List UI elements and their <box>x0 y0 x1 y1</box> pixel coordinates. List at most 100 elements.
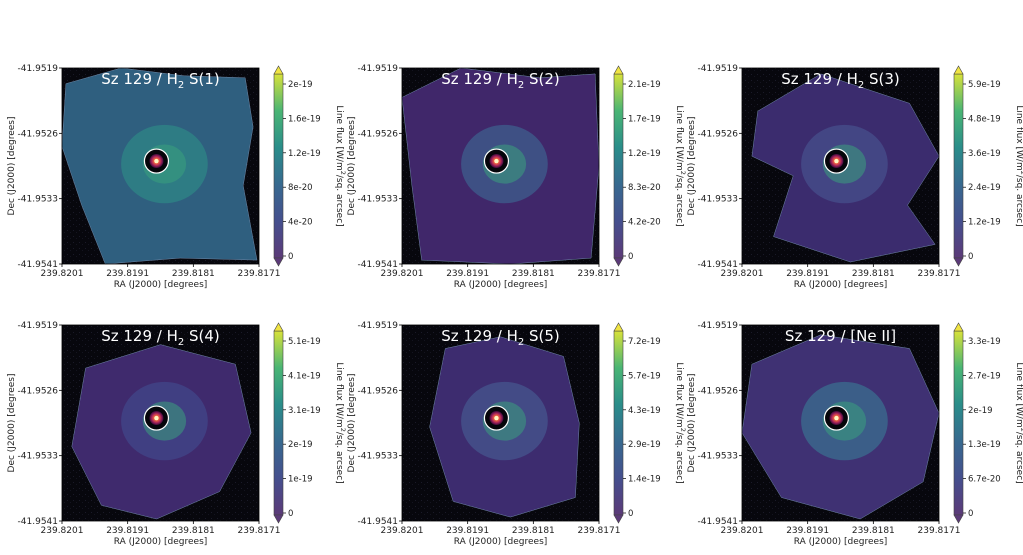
panel-s3: Sz 129 / H2 S(3)-41.9519-41.9526-41.9533… <box>687 64 1023 290</box>
y-tick-label: -41.9526 <box>18 386 59 396</box>
x-tick-label: 239.8201 <box>721 269 764 279</box>
x-tick-label: 239.8171 <box>918 526 961 536</box>
colorbar-tick-label: 2.4e-19 <box>968 183 1001 193</box>
panel-s2: Sz 129 / H2 S(2)-41.9519-41.9526-41.9533… <box>347 64 687 290</box>
panel-ne: Sz 129 / [Ne II] -41.9519 -41.9526 -41.9533… <box>687 321 1023 547</box>
colorbar-min-arrow <box>953 257 964 267</box>
panel-title: Sz 129 / H2 S(4) <box>101 327 220 348</box>
title-text: Sz 129 / H <box>781 70 858 88</box>
title-subscript: 2 <box>858 80 864 91</box>
x-tick-label: 239.8181 <box>172 526 215 536</box>
colorbar-tick-label: 5.1e-19 <box>288 337 321 347</box>
colorbar-label-text: Line flux [W/m <box>1014 362 1023 427</box>
colorbar-tick-label: 3.6e-19 <box>968 149 1001 159</box>
title-text: Sz 129 / H <box>441 70 518 88</box>
x-tick-label: 239.8191 <box>786 526 829 536</box>
panel-s5: Sz 129 / H2 S(5)-41.9519-41.9526-41.9533… <box>347 321 687 547</box>
colorbar-min-arrow <box>273 514 284 524</box>
colorbar-tick-label: 0 <box>968 509 973 519</box>
colorbar-tick-label: 4.2e-20 <box>628 218 661 228</box>
title-text: S(2) <box>524 70 560 88</box>
colorbar-label-text: /sq. arcsec] <box>334 432 344 484</box>
x-tick-label: 239.8181 <box>852 269 895 279</box>
colorbar-label-text: /sq. arcsec] <box>334 175 344 227</box>
colorbar-tick-label: 1.7e-19 <box>628 114 661 124</box>
x-axis-label: RA (J2000) [degrees] <box>114 537 208 547</box>
x-tick-label: 239.8171 <box>238 526 281 536</box>
colorbar-tick-label: 2.1e-19 <box>628 80 661 90</box>
colorbar-label: Line flux [W/m2/sq. arcsec] <box>674 362 687 483</box>
colorbar-tick-label: 8e-20 <box>288 183 313 193</box>
source-core <box>154 415 159 421</box>
colorbar-tick-label: 1.4e-19 <box>628 475 661 485</box>
colorbar-label: Line flux [W/m2/sq. arcsec] <box>334 105 347 226</box>
colorbar-max-arrow <box>613 65 624 75</box>
title-subscript: 2 <box>518 80 524 91</box>
y-tick-label: -41.9519 <box>698 64 739 74</box>
colorbar-tick-label: 1.2e-19 <box>628 149 661 159</box>
x-tick-label: 239.8181 <box>852 526 895 536</box>
colorbar-max-arrow <box>953 65 964 75</box>
colorbar-tick-label: 2.9e-19 <box>628 440 661 450</box>
colorbar-label-text: Line flux [W/m <box>334 362 344 427</box>
colorbar-label: Line flux [W/m2/sq. arcsec] <box>674 105 687 226</box>
colorbar-tick-label: 0 <box>288 252 293 262</box>
title-text: Sz 129 / H <box>101 327 178 345</box>
colorbar-min-arrow <box>613 514 624 524</box>
y-tick-label: -41.9541 <box>698 517 738 527</box>
x-tick-label: 239.8191 <box>786 269 829 279</box>
colorbar-max-arrow <box>953 322 964 332</box>
colorbar-label-superscript: 2 <box>679 428 687 432</box>
x-tick-label: 239.8201 <box>381 526 424 536</box>
title-text: Sz 129 / H <box>441 327 518 345</box>
x-tick-label: 239.8201 <box>721 526 764 536</box>
colorbar-label-superscript: 2 <box>1019 171 1023 175</box>
y-tick-label: -41.9541 <box>358 517 398 527</box>
x-tick-label: 239.8191 <box>446 526 489 536</box>
y-tick-label: -41.9526 <box>358 386 399 396</box>
colorbar-tick-label: 1.6e-19 <box>288 114 321 124</box>
colorbar-tick-label: 2.7e-19 <box>968 371 1001 381</box>
colorbar-tick-label: 1.2e-19 <box>968 218 1001 228</box>
colorbar-tick-label: 0 <box>628 252 633 262</box>
colorbar-label-superscript: 2 <box>339 428 347 432</box>
colorbar <box>613 330 624 516</box>
colorbar-tick-label: 4.1e-19 <box>288 371 321 381</box>
colorbar <box>953 330 964 516</box>
x-tick-label: 239.8171 <box>578 269 621 279</box>
colorbar-tick-label: 6.7e-20 <box>968 475 1001 485</box>
colorbar-max-arrow <box>273 65 284 75</box>
source-core <box>154 158 159 164</box>
colorbar-tick-label: 1.3e-19 <box>968 440 1001 450</box>
colorbar-tick-label: 1e-19 <box>288 475 313 485</box>
axes-frame <box>741 324 940 522</box>
axes-frame <box>741 67 940 265</box>
x-tick-label: 239.8181 <box>172 269 215 279</box>
x-axis-label: RA (J2000) [degrees] <box>794 280 888 290</box>
y-tick-label: -41.9533 <box>358 195 398 205</box>
source-core <box>494 415 499 421</box>
x-tick-label: 239.8191 <box>106 269 149 279</box>
colorbar-tick-label: 2e-19 <box>968 406 993 416</box>
panel-title: Sz 129 / H2 S(2) <box>441 70 560 91</box>
title-text: S(1) <box>184 70 220 88</box>
source-core <box>494 158 499 164</box>
colorbar <box>613 73 624 259</box>
title-text: S(5) <box>524 327 560 345</box>
colorbar-tick-label: 0 <box>628 509 633 519</box>
colorbar <box>273 330 284 516</box>
panel-s4: Sz 129 / H2 S(4)-41.9519-41.9526-41.9533… <box>7 321 347 547</box>
y-tick-label: -41.9541 <box>18 260 58 270</box>
y-tick-label: -41.9526 <box>18 129 59 139</box>
x-tick-label: 239.8181 <box>512 269 555 279</box>
colorbar-label-superscript: 2 <box>679 171 687 175</box>
colorbar-tick-label: 3.1e-19 <box>288 406 321 416</box>
panel-title: Sz 129 / H2 S(5) <box>441 327 560 348</box>
colorbar-tick-label: 7.2e-19 <box>628 337 661 347</box>
y-tick-label: -41.9541 <box>358 260 398 270</box>
y-tick-label: -41.9519 <box>698 321 739 331</box>
colorbar-label-text: Line flux [W/m <box>334 105 344 170</box>
colorbar-tick-label: 0 <box>288 509 293 519</box>
colorbar-label-text: /sq. arcsec] <box>674 432 684 484</box>
